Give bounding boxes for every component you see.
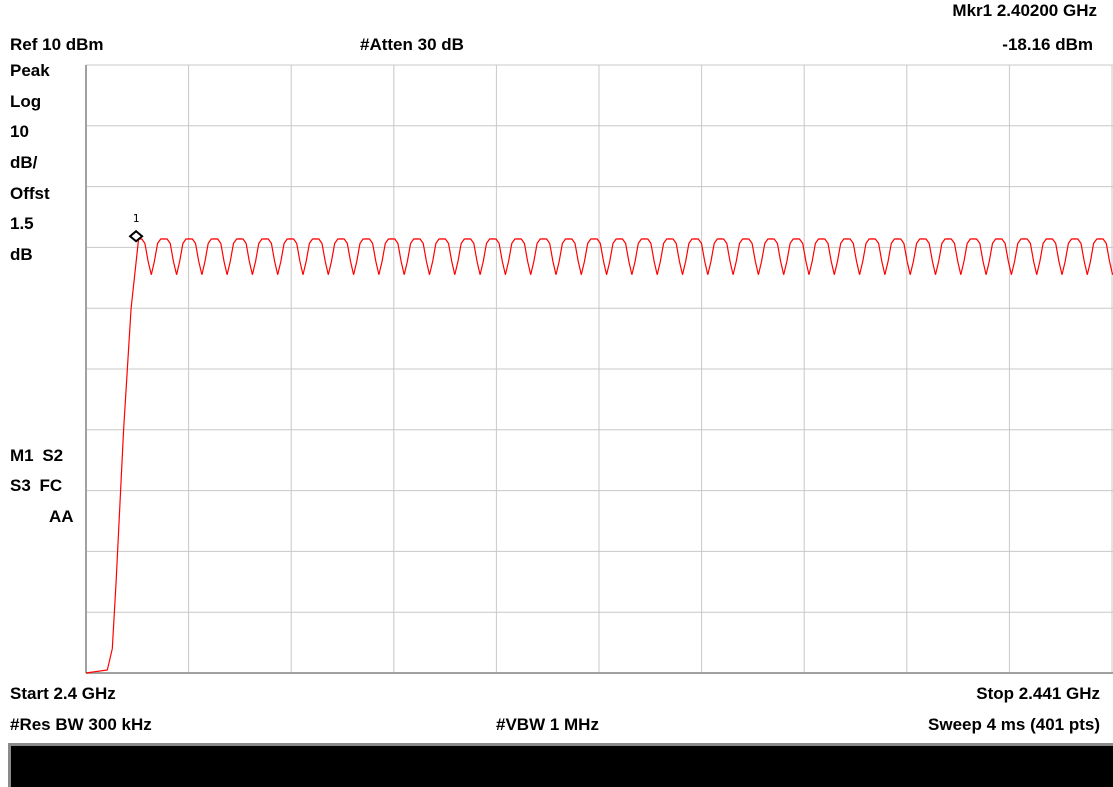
marker-1-label: 1 (133, 212, 140, 225)
sweep-label: Sweep 4 ms (401 pts) (928, 715, 1100, 734)
status-flags-line2: S3 FC (10, 476, 63, 495)
scale-type-label: Log (10, 92, 42, 111)
stop-frequency-label: Stop 2.441 GHz (976, 684, 1100, 703)
status-bar (8, 743, 1113, 787)
marker-1-diamond (128, 229, 144, 243)
scale-unit-label: dB/ (10, 153, 38, 172)
status-flags-line1: M1 S2 (10, 446, 64, 465)
offset-value-label: 1.5 (10, 214, 34, 233)
reference-level-label: Ref 10 dBm (10, 35, 104, 54)
marker-amplitude-readout: -18.16 dBm (1002, 35, 1093, 54)
status-flags-line3: AA (49, 507, 74, 526)
video-bandwidth-label: #VBW 1 MHz (496, 715, 599, 734)
scale-value-label: 10 (10, 122, 29, 141)
resolution-bandwidth-label: #Res BW 300 kHz (10, 715, 152, 734)
marker-frequency-readout: Mkr1 2.40200 GHz (952, 1, 1097, 20)
start-frequency-label: Start 2.4 GHz (10, 684, 116, 703)
detector-label: Peak (10, 61, 50, 80)
offset-unit-label: dB (10, 245, 33, 264)
attenuation-label: #Atten 30 dB (360, 35, 464, 54)
graticule (85, 64, 1113, 674)
spectrum-plot: 1 (85, 64, 1113, 674)
marker-layer: 1 (128, 212, 144, 243)
offset-label: Offst (10, 184, 50, 203)
trace-layer (85, 238, 1113, 674)
trace-line (85, 238, 1113, 674)
